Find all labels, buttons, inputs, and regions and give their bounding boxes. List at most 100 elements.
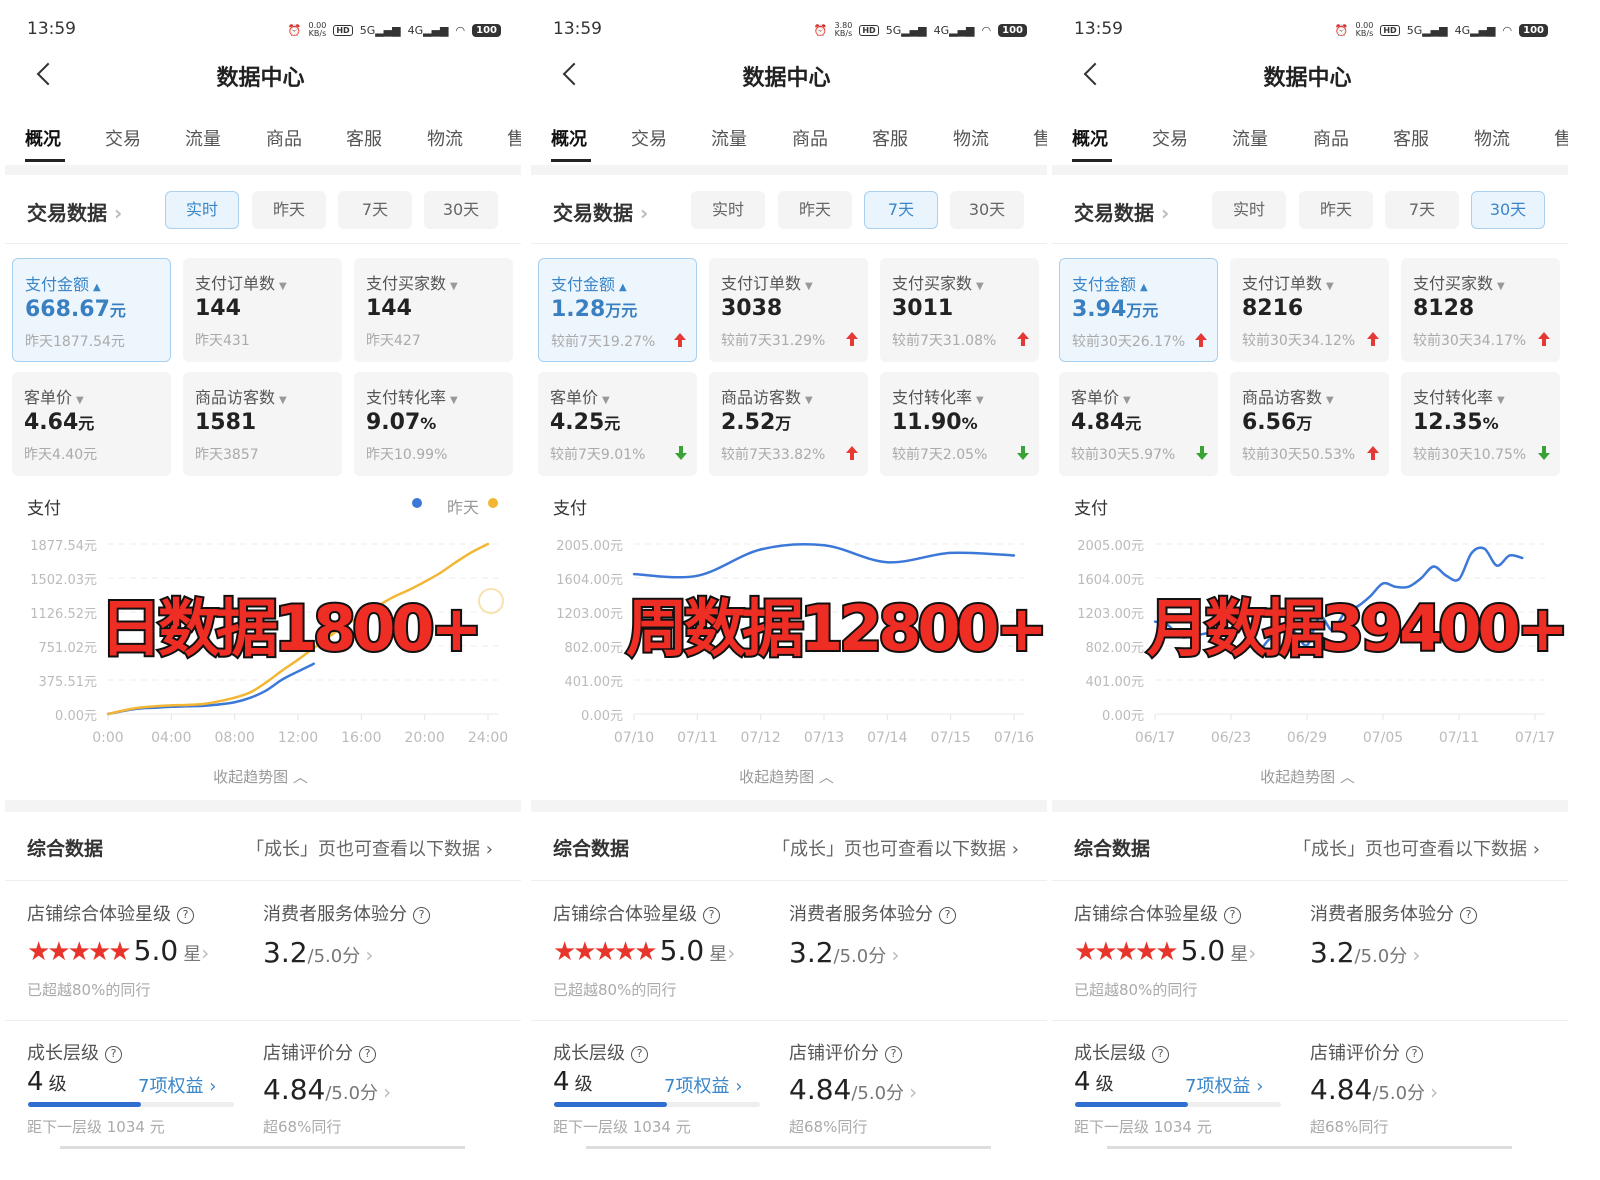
data-point <box>1419 577 1423 580</box>
growth-note: 距下一层级 1034 元 <box>1074 1118 1212 1136</box>
tab-0[interactable]: 概况 <box>1072 129 1108 150</box>
tab-4[interactable]: 客服 <box>872 129 908 150</box>
tab-1[interactable]: 交易 <box>631 129 667 150</box>
help-icon[interactable]: ? <box>1224 907 1241 924</box>
store-star-rating[interactable]: ★★★★★ 5.0 星› <box>1074 934 1257 967</box>
data-point <box>822 544 826 547</box>
tab-6[interactable]: 售 <box>1554 129 1568 150</box>
tab-5[interactable]: 物流 <box>1474 129 1510 150</box>
store-star-rating[interactable]: ★★★★★ 5.0 星› <box>553 934 736 967</box>
metric-card[interactable]: 客单价 ▼ 4.84元 较前30天5.97% <box>1059 372 1218 476</box>
help-icon[interactable]: ? <box>177 907 194 924</box>
signal-4g-icon: 4G▂▄▆ <box>933 23 975 37</box>
tab-6[interactable]: 售 <box>507 129 521 150</box>
metric-card[interactable]: 支付订单数 ▼ 3038 较前7天31.29% <box>709 258 868 362</box>
tab-3[interactable]: 商品 <box>266 129 302 150</box>
metric-card[interactable]: 支付订单数 ▼ 144 昨天431 <box>183 258 342 362</box>
growth-page-link[interactable]: 「成长」页也可查看以下数据 › <box>772 839 1019 860</box>
trade-data-link[interactable]: 交易数据 › <box>1074 201 1170 225</box>
chart-cursor-indicator[interactable] <box>478 588 504 614</box>
metric-card[interactable]: 支付买家数 ▼ 3011 较前7天31.08% <box>880 258 1039 362</box>
collapse-chart-button[interactable]: 收起趋势图 ︿ <box>1260 768 1355 786</box>
metric-card[interactable]: 商品访客数 ▼ 1581 昨天3857 <box>183 372 342 476</box>
range-button-1[interactable]: 昨天 <box>1299 191 1373 229</box>
service-score[interactable]: 3.2/5.0分 › <box>789 936 900 969</box>
chevron-right-icon: › <box>1011 839 1019 860</box>
range-button-0[interactable]: 实时 <box>1212 191 1286 229</box>
store-star-rating[interactable]: ★★★★★ 5.0 星› <box>27 934 210 967</box>
review-score[interactable]: 4.84/5.0分 › <box>1310 1073 1439 1106</box>
benefits-link[interactable]: 7项权益 › <box>664 1076 743 1097</box>
tab-4[interactable]: 客服 <box>346 129 382 150</box>
metric-card[interactable]: 商品访客数 ▼ 2.52万 较前7天33.82% <box>709 372 868 476</box>
tab-2[interactable]: 流量 <box>711 129 747 150</box>
help-icon[interactable]: ? <box>885 1046 902 1063</box>
tab-5[interactable]: 物流 <box>427 129 463 150</box>
range-button-0[interactable]: 实时 <box>165 191 239 229</box>
metric-card[interactable]: 支付转化率 ▼ 12.35% 较前30天10.75% <box>1401 372 1560 476</box>
metric-card[interactable]: 支付金额 ▲ 3.94万元 较前30天26.17% <box>1059 258 1218 362</box>
help-icon[interactable]: ? <box>703 907 720 924</box>
help-icon[interactable]: ? <box>1152 1046 1169 1063</box>
range-button-2[interactable]: 7天 <box>864 191 938 229</box>
help-icon[interactable]: ? <box>1460 907 1477 924</box>
trade-data-link[interactable]: 交易数据 › <box>27 201 123 225</box>
metric-card[interactable]: 支付转化率 ▼ 9.07% 昨天10.99% <box>354 372 513 476</box>
caret-down-icon: ▼ <box>76 395 84 406</box>
tab-4[interactable]: 客服 <box>1393 129 1429 150</box>
trade-data-link[interactable]: 交易数据 › <box>553 201 649 225</box>
legend-today-dot <box>412 498 422 508</box>
data-point <box>201 702 205 706</box>
tab-5[interactable]: 物流 <box>953 129 989 150</box>
range-button-2[interactable]: 7天 <box>338 191 412 229</box>
metric-card[interactable]: 支付买家数 ▼ 8128 较前30天34.17% <box>1401 258 1560 362</box>
tab-0[interactable]: 概况 <box>551 129 587 150</box>
metric-card[interactable]: 商品访客数 ▼ 6.56万 较前30天50.53% <box>1230 372 1389 476</box>
range-button-1[interactable]: 昨天 <box>778 191 852 229</box>
tab-2[interactable]: 流量 <box>1232 129 1268 150</box>
wifi-icon: ◠ <box>981 23 992 37</box>
arrow-up-icon <box>1367 446 1379 460</box>
help-icon[interactable]: ? <box>359 1046 376 1063</box>
help-icon[interactable]: ? <box>105 1046 122 1063</box>
metric-label: 客单价 <box>24 388 73 407</box>
range-button-3[interactable]: 30天 <box>424 191 498 229</box>
range-button-1[interactable]: 昨天 <box>252 191 326 229</box>
range-button-3[interactable]: 30天 <box>950 191 1024 229</box>
data-point <box>1153 620 1157 623</box>
benefits-link[interactable]: 7项权益 › <box>138 1076 217 1097</box>
range-button-3[interactable]: 30天 <box>1471 191 1545 229</box>
metric-card[interactable]: 支付金额 ▲ 1.28万元 较前7天19.27% <box>538 258 697 362</box>
data-point <box>1242 622 1245 626</box>
range-button-2[interactable]: 7天 <box>1385 191 1459 229</box>
tab-6[interactable]: 售 <box>1033 129 1047 150</box>
review-score[interactable]: 4.84/5.0分 › <box>263 1073 392 1106</box>
metric-card[interactable]: 支付金额 ▲ 668.67元 昨天1877.54元 <box>12 258 171 362</box>
metric-card[interactable]: 支付订单数 ▼ 8216 较前30天34.12% <box>1230 258 1389 362</box>
service-score[interactable]: 3.2/5.0分 › <box>1310 936 1421 969</box>
metric-card[interactable]: 支付买家数 ▼ 144 昨天427 <box>354 258 513 362</box>
growth-page-link[interactable]: 「成长」页也可查看以下数据 › <box>246 839 493 860</box>
service-score[interactable]: 3.2/5.0分 › <box>263 936 374 969</box>
review-score[interactable]: 4.84/5.0分 › <box>789 1073 918 1106</box>
tab-2[interactable]: 流量 <box>185 129 221 150</box>
collapse-chart-button[interactable]: 收起趋势图 ︿ <box>739 768 834 786</box>
help-icon[interactable]: ? <box>631 1046 648 1063</box>
benefits-link[interactable]: 7项权益 › <box>1185 1076 1264 1097</box>
tab-1[interactable]: 交易 <box>1152 129 1188 150</box>
metric-card[interactable]: 客单价 ▼ 4.25元 较前7天9.01% <box>538 372 697 476</box>
help-icon[interactable]: ? <box>1406 1046 1423 1063</box>
help-icon[interactable]: ? <box>413 907 430 924</box>
star-note: 已超越80%的同行 <box>553 981 677 999</box>
collapse-chart-button[interactable]: 收起趋势图 ︿ <box>213 768 308 786</box>
metric-card[interactable]: 客单价 ▼ 4.64元 昨天4.40元 <box>12 372 171 476</box>
tab-0[interactable]: 概况 <box>25 129 61 150</box>
divider <box>531 243 1047 244</box>
tab-1[interactable]: 交易 <box>105 129 141 150</box>
metric-card[interactable]: 支付转化率 ▼ 11.90% 较前7天2.05% <box>880 372 1039 476</box>
range-button-0[interactable]: 实时 <box>691 191 765 229</box>
tab-3[interactable]: 商品 <box>1313 129 1349 150</box>
growth-page-link[interactable]: 「成长」页也可查看以下数据 › <box>1293 839 1540 860</box>
tab-3[interactable]: 商品 <box>792 129 828 150</box>
help-icon[interactable]: ? <box>939 907 956 924</box>
